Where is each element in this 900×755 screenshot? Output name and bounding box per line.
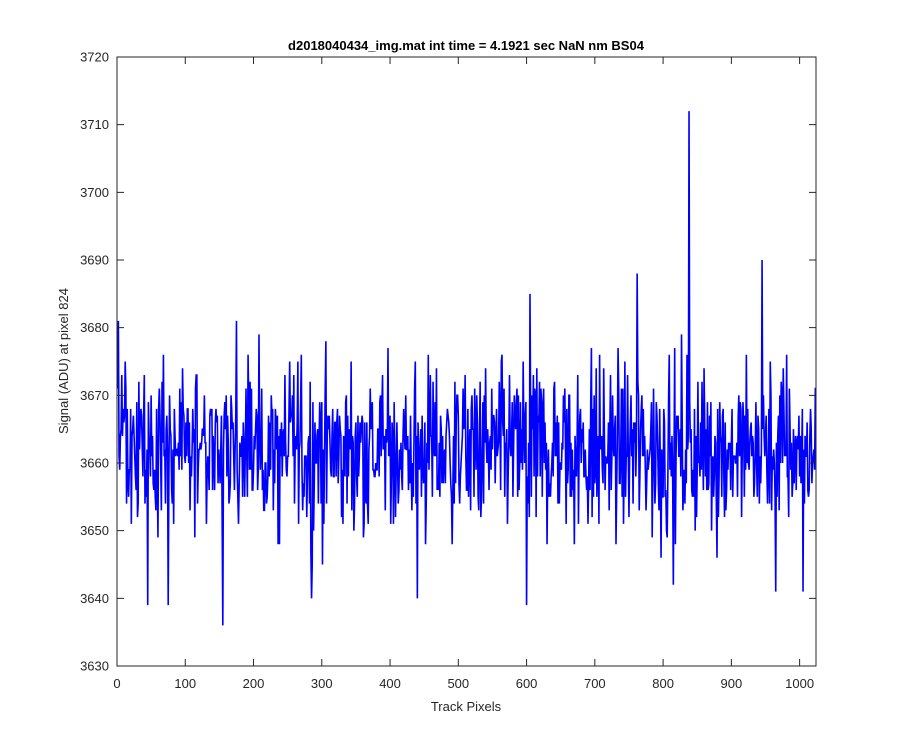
y-tick-label: 3640 xyxy=(80,591,109,606)
x-tick-label: 1000 xyxy=(785,676,814,691)
x-tick-label: 800 xyxy=(652,676,674,691)
y-tick-label: 3690 xyxy=(80,253,109,268)
x-tick-label: 900 xyxy=(721,676,743,691)
y-tick-label: 3650 xyxy=(80,523,109,538)
series-layer xyxy=(116,111,817,626)
y-tick-label: 3660 xyxy=(80,456,109,471)
y-tick-label: 3630 xyxy=(80,659,109,674)
x-tick-label: 300 xyxy=(311,676,333,691)
chart-title: d2018040434_img.mat int time = 4.1921 se… xyxy=(288,38,645,53)
y-axis-label: Signal (ADU) at pixel 824 xyxy=(56,288,71,434)
x-tick-label: 100 xyxy=(174,676,196,691)
axes-box xyxy=(116,56,817,667)
x-tick-label: 400 xyxy=(379,676,401,691)
y-tick-label: 3680 xyxy=(80,320,109,335)
x-tick-label: 600 xyxy=(516,676,538,691)
x-axis-label: Track Pixels xyxy=(431,699,502,714)
plot-area xyxy=(117,57,816,666)
x-tick-label: 200 xyxy=(243,676,265,691)
y-tick-label: 3710 xyxy=(80,117,109,132)
y-tick-label: 3670 xyxy=(80,388,109,403)
y-tick-label: 3720 xyxy=(80,50,109,65)
x-ticks: 0 100 200 300 400 500 600 700 800 900 1000 xyxy=(113,57,814,691)
x-tick-label: 500 xyxy=(447,676,469,691)
series-line xyxy=(116,111,817,626)
y-tick-label: 3700 xyxy=(80,185,109,200)
x-tick-label: 0 xyxy=(113,676,120,691)
x-tick-label: 700 xyxy=(584,676,606,691)
y-ticks: 3630 3640 3650 3660 3670 3680 3690 3700 3710 3720 xyxy=(80,50,816,674)
